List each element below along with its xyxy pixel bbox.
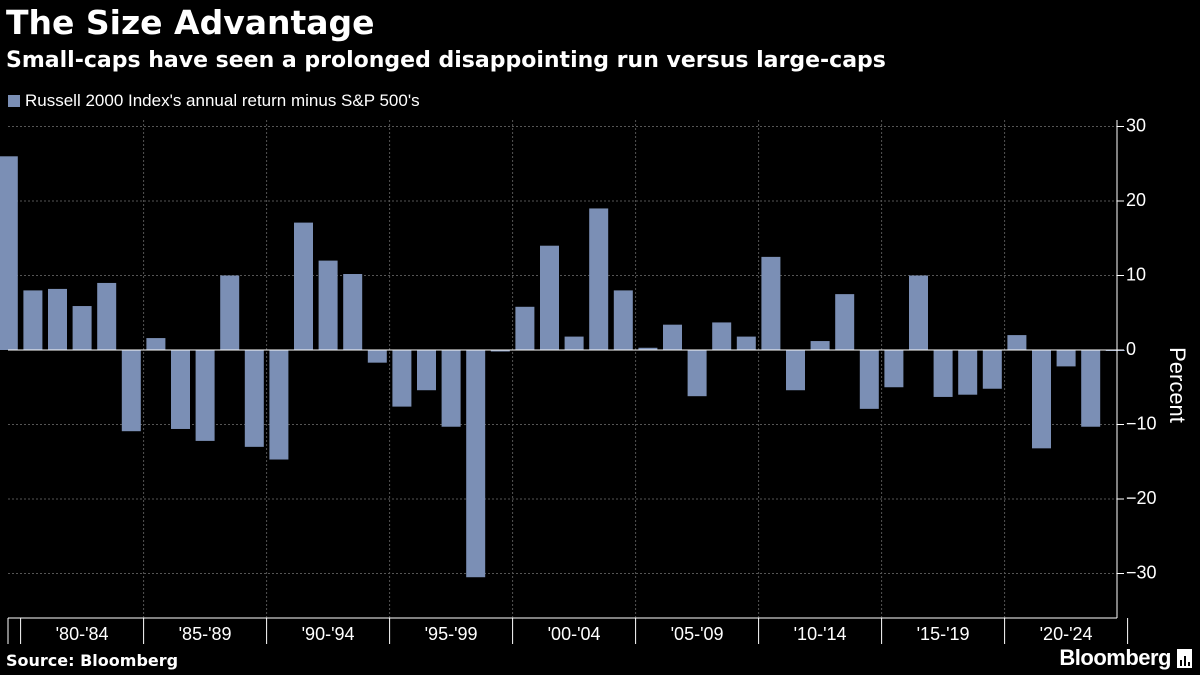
bars [0,156,1125,578]
bar [343,274,363,350]
bar [48,288,67,350]
bar [72,306,92,350]
bar [810,341,830,350]
bar [367,350,387,363]
bar [220,275,240,350]
bar [121,350,141,432]
bar [884,350,904,388]
y-tick-label: −10 [1126,413,1157,433]
y-tick-label: 10 [1126,264,1146,284]
bar [294,222,313,350]
bar [146,338,166,350]
bar [761,256,781,350]
bar [244,350,264,447]
bar [687,350,707,397]
x-tick-label: '80-'84 [56,624,109,644]
x-tick-label: '85-'89 [179,624,232,644]
bar [23,290,43,350]
y-tick-label: 30 [1126,115,1146,135]
bar [441,350,461,427]
bar [1007,335,1027,350]
y-tick-label: −20 [1126,488,1157,508]
bar [417,350,436,391]
x-tick-label: '05-'09 [671,624,724,644]
bar [712,322,732,350]
bar [97,282,117,350]
chart-legend: Russell 2000 Index's annual return minus… [8,91,420,111]
x-tick-label: '10-'14 [794,624,847,644]
bar [786,350,805,391]
bar [392,350,412,407]
x-tick-label: '95-'99 [425,624,478,644]
grid-lines [8,120,1117,618]
bar [736,336,756,350]
bar [933,350,953,397]
bar [1056,350,1076,367]
bar [466,350,486,578]
chart-title: The Size Advantage [6,3,375,42]
y-axis-label: Percent [1165,347,1190,423]
bar [515,306,535,350]
bar [171,350,190,429]
bar [589,208,609,350]
y-tick-label: −30 [1126,562,1157,582]
bar [638,347,658,350]
y-tick-label: 20 [1126,190,1146,210]
bar [613,290,633,350]
bar-chart-logo-icon [1177,648,1192,668]
bar [564,336,584,350]
x-tick-label: '20-'24 [1040,624,1093,644]
x-tick-label: '15-'19 [917,624,970,644]
legend-swatch [8,95,20,107]
bar [982,350,1002,389]
source-note: Source: Bloomberg [6,651,179,670]
bar [318,260,338,350]
bar [269,350,289,460]
bloomberg-logo: Bloomberg [1059,645,1192,671]
bar [490,350,510,352]
bar [835,294,855,350]
brand-wordmark: Bloomberg [1059,645,1171,670]
axes: −30 −20 −10 0 10 20 30 '80-'84 '85-'89 '90-'94 '95… [7,115,1157,644]
bar [1032,350,1051,449]
bar [909,275,928,350]
x-tick-label: '90-'94 [302,624,355,644]
bar [1081,350,1101,427]
y-tick-label: 0 [1126,339,1136,359]
x-tick-label: '00-'04 [548,624,601,644]
bar [663,324,682,350]
bar [958,350,978,395]
bar [0,156,18,350]
bar [540,245,559,350]
bar [195,350,215,441]
bar [859,350,879,409]
chart-subtitle: Small-caps have seen a prolonged disappo… [6,48,886,73]
legend-label: Russell 2000 Index's annual return minus… [25,91,420,110]
